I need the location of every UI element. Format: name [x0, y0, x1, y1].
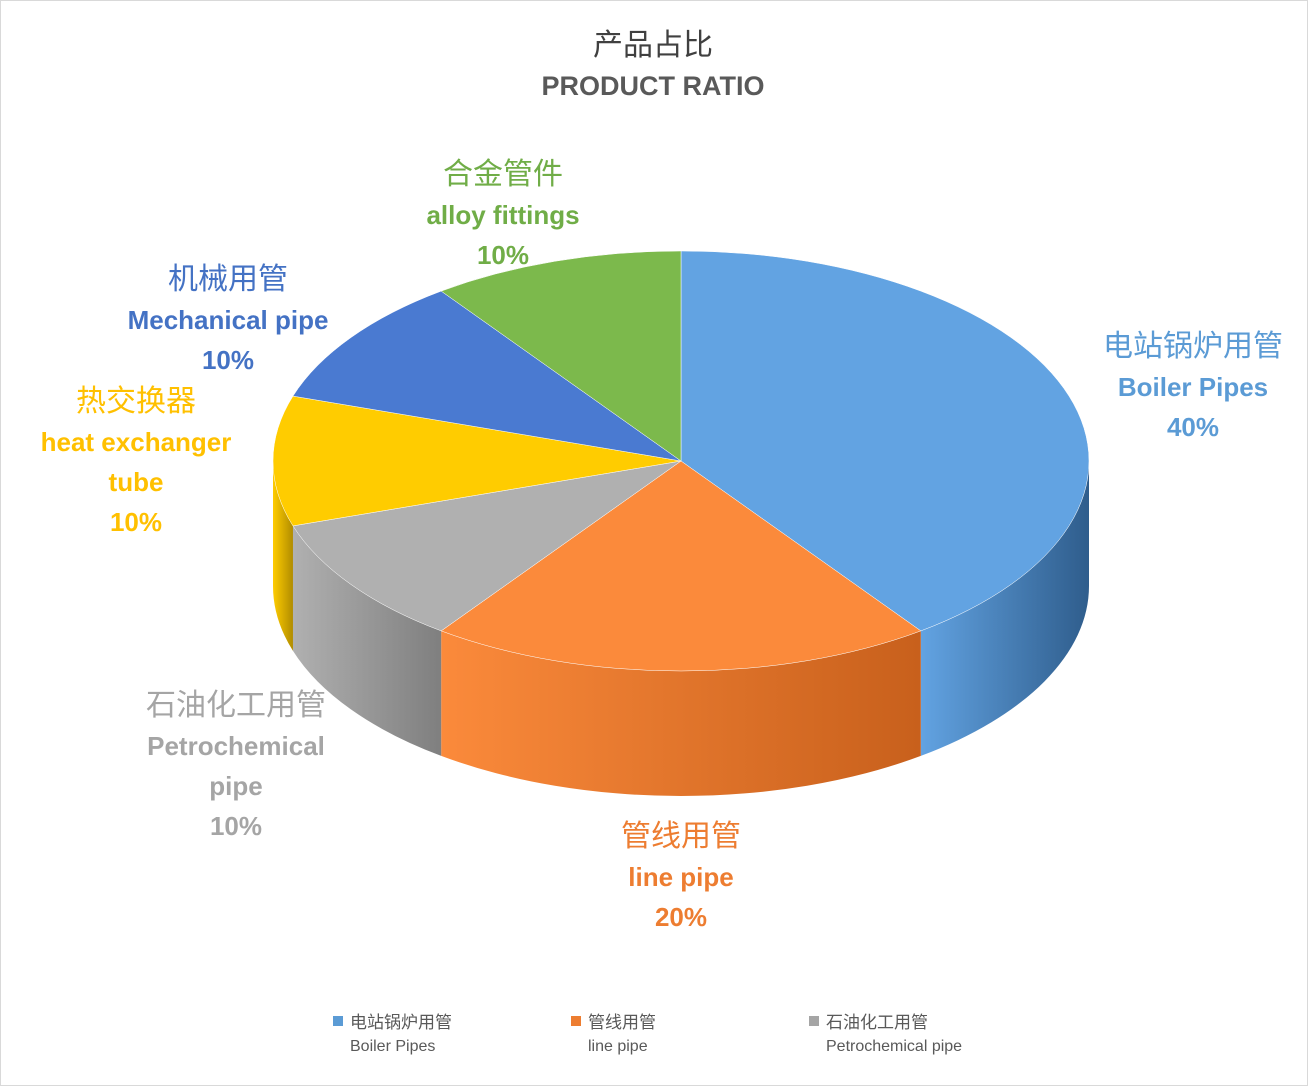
pie-slice: [272, 395, 682, 527]
data-label: 10%: [477, 240, 529, 270]
data-label: 管线用管: [621, 819, 741, 854]
data-label: 10%: [202, 345, 254, 375]
data-label: heat exchanger: [41, 427, 232, 457]
legend-label: 石油化工用管: [826, 1013, 928, 1033]
slice-side-1: [441, 630, 921, 796]
data-label: 20%: [655, 902, 707, 932]
pie-slices: [272, 250, 1090, 672]
data-label: line pipe: [628, 862, 733, 892]
pie-slice: [292, 290, 682, 462]
data-label: 电站锅炉用管: [1103, 329, 1283, 364]
legend-label-en: Petrochemical pipe: [826, 1038, 962, 1055]
slice-side-3: [273, 461, 293, 651]
data-label: alloy fittings: [426, 200, 579, 230]
data-label: Boiler Pipes: [1118, 372, 1268, 402]
pie-slice: [440, 460, 922, 672]
legend-label: 电站锅炉用管: [350, 1013, 452, 1033]
legend-label-en: Boiler Pipes: [350, 1038, 435, 1055]
legend-swatch: [333, 1016, 343, 1026]
data-label: 合金管件: [443, 157, 563, 192]
data-label: pipe: [209, 771, 262, 801]
chart-title-group: 产品占比 PRODUCT RATIO: [542, 28, 765, 101]
slice-side-0: [920, 461, 1089, 756]
data-label: 10%: [110, 507, 162, 537]
data-label: Petrochemical: [147, 731, 325, 761]
chart-title: 产品占比: [593, 28, 713, 63]
slice-side-2: [292, 525, 442, 756]
chart-subtitle: PRODUCT RATIO: [542, 71, 765, 101]
data-label: 热交换器: [76, 384, 196, 419]
data-label: tube: [109, 467, 164, 497]
pie-slice: [292, 460, 682, 632]
legend: 电站锅炉用管 Boiler Pipes 管线用管 line pipe 石油化工用管 Pet…: [333, 1013, 962, 1055]
data-label: 石油化工用管: [146, 688, 326, 723]
data-labels: 电站锅炉用管 Boiler Pipes 40% 管线用管 line pipe 20% 石油化…: [41, 157, 1283, 932]
data-label: 机械用管: [168, 262, 288, 297]
data-label: Mechanical pipe: [128, 305, 329, 335]
pie-slice: [680, 250, 1090, 632]
pie-slice: [440, 250, 682, 462]
legend-swatch: [809, 1016, 819, 1026]
pie-side-walls: [273, 461, 1089, 796]
data-label: 10%: [210, 811, 262, 841]
legend-label: 管线用管: [588, 1013, 656, 1033]
legend-label-en: line pipe: [588, 1038, 648, 1055]
legend-swatch: [571, 1016, 581, 1026]
data-label: 40%: [1167, 412, 1219, 442]
